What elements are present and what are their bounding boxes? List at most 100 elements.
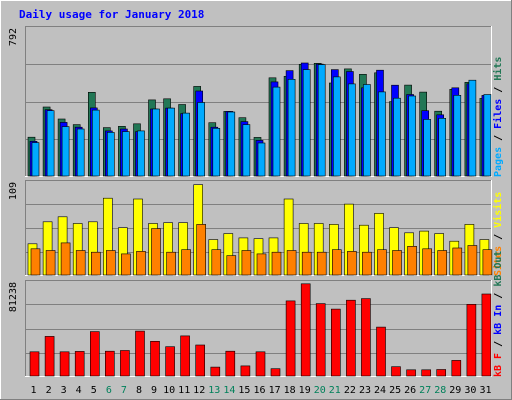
bar-sites-day-16 xyxy=(256,253,267,276)
bar-kb-f-day-8 xyxy=(135,330,145,377)
bar-pages-day-12 xyxy=(197,102,205,177)
bar-sites-day-20 xyxy=(316,251,327,276)
bar-kb-f-day-19 xyxy=(300,283,311,377)
legend-entry-hits: Hits xyxy=(492,57,504,81)
legend-separator: / xyxy=(493,81,504,99)
bar-kb-f-day-13 xyxy=(210,366,221,377)
bar-pages-day-29 xyxy=(453,95,462,177)
y-max-label: 792 xyxy=(8,28,19,46)
bar-pages-day-7 xyxy=(122,131,130,177)
x-tick-label-day-6: 6 xyxy=(106,385,112,396)
bar-kb-f-day-30 xyxy=(466,303,477,377)
bar-pages-day-10 xyxy=(167,107,175,177)
x-tick-label-day-1: 1 xyxy=(30,385,36,396)
bar-sites-day-3 xyxy=(60,242,71,276)
bar-pages-day-24 xyxy=(378,91,386,177)
bar-pages-day-8 xyxy=(137,130,145,177)
bar-sites-day-21 xyxy=(331,249,342,276)
bar-pages-day-22 xyxy=(348,83,356,177)
chart-title: Daily usage for January 2018 xyxy=(19,8,204,21)
bar-sites-day-27 xyxy=(422,248,433,276)
x-tick-label-day-8: 8 xyxy=(136,385,142,396)
bar-kb-f-day-4 xyxy=(74,351,85,377)
bar-kb-f-day-17 xyxy=(270,368,281,377)
bar-sites-day-5 xyxy=(91,251,101,276)
bar-sites-day-28 xyxy=(437,250,448,276)
bar-pages-day-27 xyxy=(423,119,432,177)
bar-kb-f-day-20 xyxy=(315,303,326,377)
bar-pages-day-28 xyxy=(438,118,447,177)
panel-legend: kB F / kB In / kB Out xyxy=(493,251,504,377)
legend-text: Pages / Files / Hits xyxy=(492,57,504,177)
bar-pages-day-26 xyxy=(408,95,416,177)
bar-kb-f-day-16 xyxy=(255,351,266,377)
x-tick-label-day-19: 19 xyxy=(299,385,311,396)
x-tick-label-day-22: 22 xyxy=(344,385,356,396)
bar-kb-f-day-6 xyxy=(105,350,115,377)
legend-separator: / xyxy=(493,335,504,353)
bar-kb-f-day-5 xyxy=(90,331,100,377)
bar-sites-day-8 xyxy=(136,251,146,276)
x-tick-label-day-20: 20 xyxy=(314,385,326,396)
x-tick-label-day-2: 2 xyxy=(46,385,52,396)
bar-sites-day-11 xyxy=(181,249,191,276)
bar-sites-day-12 xyxy=(196,224,206,276)
bar-pages-day-9 xyxy=(152,108,160,177)
legend-separator: / xyxy=(493,228,504,246)
bar-kb-f-day-3 xyxy=(59,351,70,377)
bar-sites-day-2 xyxy=(45,250,56,276)
bar-kb-f-day-1 xyxy=(29,351,40,377)
chart-panel-2: 109 Sites / Visits xyxy=(8,180,504,276)
y-max-label: 81238 xyxy=(8,282,19,312)
bar-sites-day-1 xyxy=(30,248,41,276)
chart-panels: 792 Pages / Files / Hits 109 Sites / Visits… xyxy=(8,26,504,396)
bar-pages-day-11 xyxy=(182,112,190,177)
bar-kb-f-day-15 xyxy=(240,365,251,377)
x-tick-label-day-28: 28 xyxy=(434,385,446,396)
x-tick-label-day-17: 17 xyxy=(269,385,281,396)
legend-entry-kb-in: kB In xyxy=(493,305,504,335)
x-tick-label-day-5: 5 xyxy=(91,385,97,396)
x-tick-label-day-24: 24 xyxy=(374,385,386,396)
x-tick-label-day-10: 10 xyxy=(163,385,175,396)
x-tick-label-day-12: 12 xyxy=(193,385,205,396)
x-tick-label-day-4: 4 xyxy=(76,385,82,396)
bar-pages-day-17 xyxy=(272,86,281,177)
legend-text: kB F / kB In / kB Out xyxy=(493,251,504,377)
bar-sites-day-25 xyxy=(392,250,402,276)
x-tick-label-day-18: 18 xyxy=(284,385,296,396)
bar-sites-day-15 xyxy=(241,250,252,276)
bar-kb-f-day-2 xyxy=(44,336,55,377)
bar-kb-f-day-18 xyxy=(285,300,296,377)
x-tick-label-day-29: 29 xyxy=(449,385,461,396)
x-tick-label-day-15: 15 xyxy=(238,385,250,396)
legend-text: Sites / Visits xyxy=(492,192,504,276)
bar-sites-day-9 xyxy=(151,228,161,276)
x-tick-label-day-25: 25 xyxy=(389,385,401,396)
bar-sites-day-13 xyxy=(211,249,222,276)
bar-pages-day-25 xyxy=(393,97,401,177)
bar-kb-f-day-25 xyxy=(391,366,401,377)
x-tick-label-day-31: 31 xyxy=(479,385,491,396)
bar-kb-f-day-9 xyxy=(150,340,160,377)
legend-entry-pages: Pages xyxy=(493,147,504,177)
bar-kb-f-day-29 xyxy=(451,360,462,377)
bar-kb-f-day-11 xyxy=(180,335,190,377)
bar-kb-f-day-31 xyxy=(481,293,492,377)
bar-pages-day-2 xyxy=(46,110,55,177)
x-tick-label-day-27: 27 xyxy=(419,385,431,396)
bar-pages-day-31 xyxy=(483,94,492,177)
x-tick-label-day-13: 13 xyxy=(208,385,220,396)
legend-entry-kb-f: kB F xyxy=(493,353,504,377)
legend-separator: / xyxy=(493,287,504,305)
legend-entry-files: Files xyxy=(492,99,504,129)
legend-entry-visits: Visits xyxy=(492,192,504,228)
bar-sites-day-29 xyxy=(452,247,463,276)
bar-pages-day-13 xyxy=(212,128,221,177)
y-max-label: 109 xyxy=(8,182,19,200)
bar-pages-day-30 xyxy=(468,79,477,177)
bar-sites-day-10 xyxy=(166,251,176,276)
bar-pages-day-3 xyxy=(61,126,70,177)
bar-sites-day-17 xyxy=(271,251,282,276)
